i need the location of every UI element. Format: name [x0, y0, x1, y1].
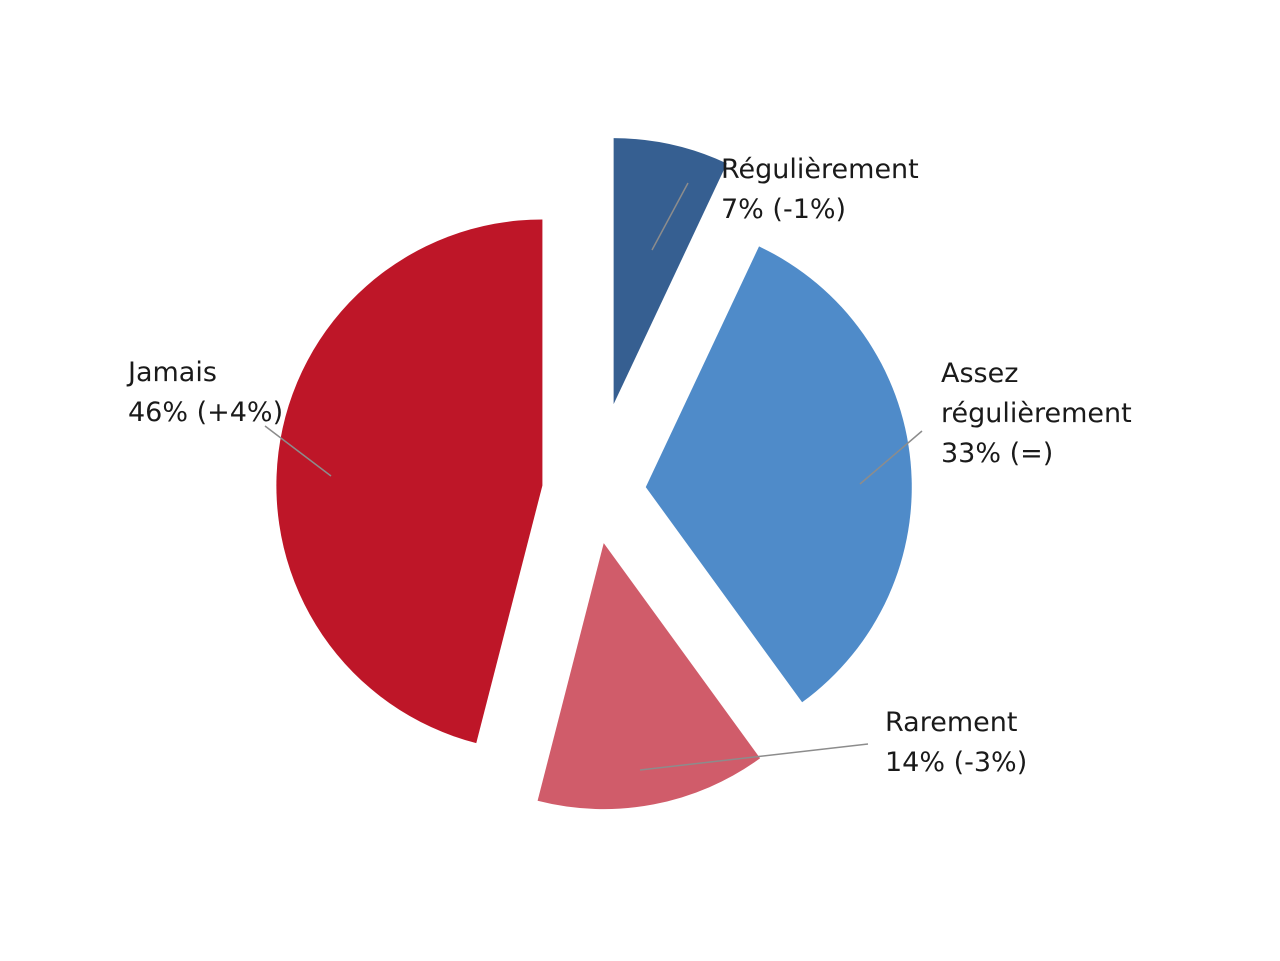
slice-label-4-line-2: 46% (+4%)	[128, 397, 283, 428]
slice-label-2: Assez régulièrement 33% (=)	[941, 358, 1132, 469]
slice-label-4: Jamais 46% (+4%)	[126, 357, 283, 428]
leader-line-1	[651, 182, 689, 251]
pie-slice-4	[276, 219, 543, 744]
slice-label-1-line-2: 7% (-1%)	[721, 194, 846, 225]
leader-line-3	[639, 743, 869, 771]
slice-label-2-line-1: Assez	[941, 358, 1018, 389]
slice-label-3-line-1: Rarement	[885, 707, 1017, 738]
pie-slice-2	[645, 246, 912, 703]
leader-line-4	[264, 425, 332, 477]
slice-label-1: Régulièrement 7% (-1%)	[721, 154, 919, 225]
slice-label-3: Rarement 14% (-3%)	[885, 707, 1027, 778]
slice-label-4-line-1: Jamais	[126, 357, 217, 388]
pie-slice-1	[613, 138, 727, 405]
slice-label-2-line-3: 33% (=)	[941, 438, 1053, 469]
pie-slice-3	[537, 543, 761, 810]
slice-label-1-line-1: Régulièrement	[721, 154, 919, 185]
slice-label-3-line-2: 14% (-3%)	[885, 747, 1027, 778]
leader-line-2	[859, 430, 923, 485]
slice-label-2-line-2: régulièrement	[941, 398, 1132, 429]
